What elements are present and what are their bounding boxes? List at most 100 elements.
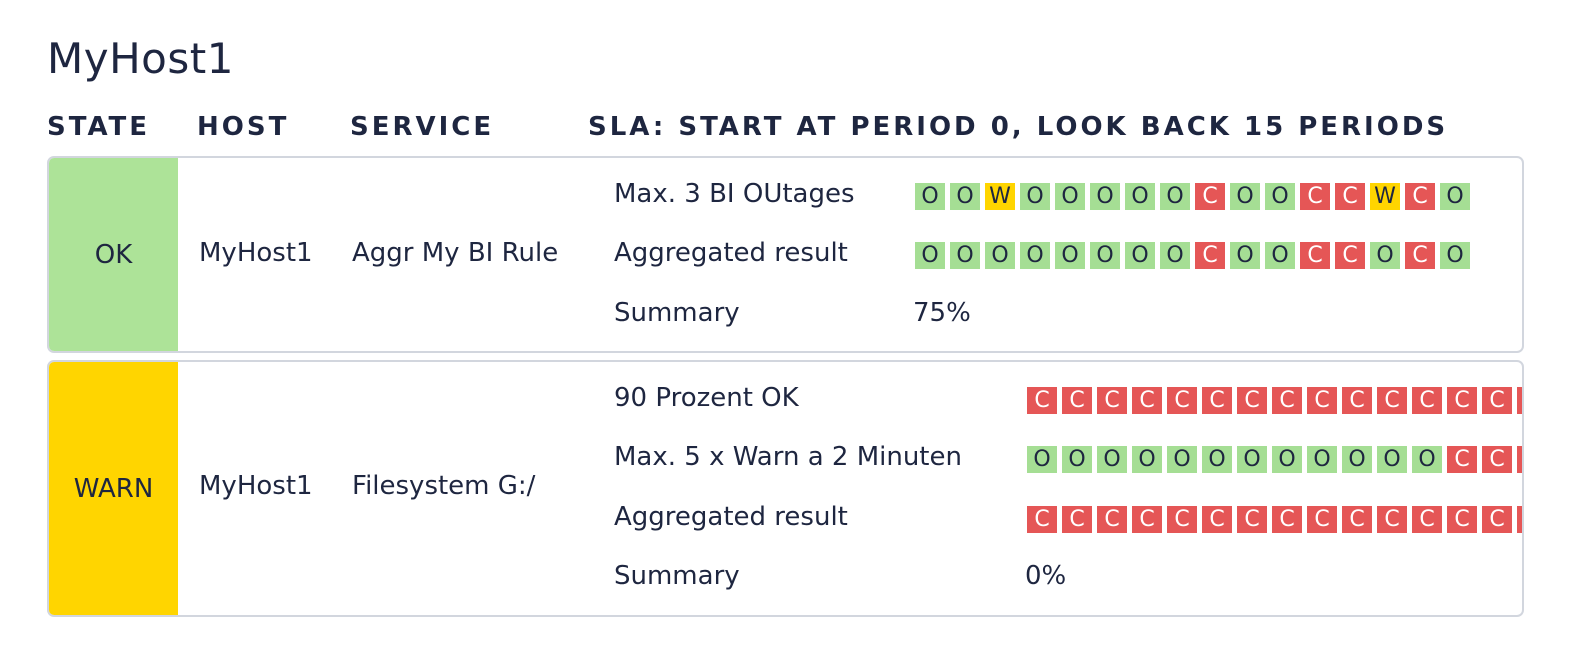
sla-period-cell: O: [1125, 242, 1155, 269]
sla-period-cell: C: [1132, 387, 1162, 414]
service-link[interactable]: Filesystem G:/: [352, 471, 536, 501]
summary-value: 0%: [1025, 561, 1067, 591]
sla-period-cell: C: [1517, 506, 1522, 533]
sla-period-cell: O: [1440, 242, 1470, 269]
sla-label: Aggregated result: [614, 502, 848, 532]
sla-period-cell: C: [1335, 183, 1365, 210]
sla-period-cell: C: [1300, 183, 1330, 210]
sla-period-bar: OOOOOOOOOOOOCCC: [1027, 446, 1522, 473]
sla-period-cell: C: [1062, 506, 1092, 533]
summary-value: 75%: [913, 298, 971, 328]
sla-period-cell: C: [1272, 387, 1302, 414]
sla-period-cell: C: [1342, 506, 1372, 533]
sla-period-cell: O: [1230, 242, 1260, 269]
sla-label: Aggregated result: [614, 238, 848, 268]
sla-label: Max. 5 x Warn a 2 Minuten: [614, 442, 962, 472]
sla-period-cell: O: [1160, 183, 1190, 210]
state-badge-ok: OK: [49, 158, 178, 351]
sla-period-cell: O: [950, 242, 980, 269]
sla-period-cell: O: [915, 183, 945, 210]
table-row: WARN MyHost1 Filesystem G:/ 90 Prozent O…: [47, 360, 1524, 617]
sla-period-cell: C: [1062, 387, 1092, 414]
sla-period-cell: O: [1370, 242, 1400, 269]
sla-period-cell: O: [1272, 446, 1302, 473]
sla-period-cell: O: [1097, 446, 1127, 473]
sla-period-cell: C: [1307, 387, 1337, 414]
service-link[interactable]: Aggr My BI Rule: [352, 238, 559, 268]
sla-period-cell: O: [1265, 183, 1295, 210]
sla-period-cell: C: [1482, 506, 1512, 533]
sla-period-cell: C: [1167, 387, 1197, 414]
sla-period-cell: C: [1482, 446, 1512, 473]
sla-period-cell: C: [1202, 506, 1232, 533]
host-link[interactable]: MyHost1: [199, 238, 313, 268]
sla-period-cell: C: [1377, 506, 1407, 533]
sla-label: Max. 3 BI OUtages: [614, 179, 855, 209]
host-link[interactable]: MyHost1: [199, 471, 313, 501]
sla-period-cell: O: [1027, 446, 1057, 473]
sla-period-cell: C: [1482, 387, 1512, 414]
sla-period-cell: C: [1027, 506, 1057, 533]
sla-period-cell: C: [1412, 387, 1442, 414]
sla-period-cell: C: [1307, 506, 1337, 533]
sla-period-cell: O: [1230, 183, 1260, 210]
sla-period-cell: O: [1090, 242, 1120, 269]
sla-period-cell: C: [1342, 387, 1372, 414]
sla-period-cell: C: [1405, 183, 1435, 210]
sla-period-cell: C: [1272, 506, 1302, 533]
sla-period-cell: O: [1020, 183, 1050, 210]
sla-period-cell: O: [1167, 446, 1197, 473]
sla-period-cell: C: [1195, 242, 1225, 269]
sla-period-cell: O: [1090, 183, 1120, 210]
summary-label: Summary: [614, 561, 740, 591]
column-header-state[interactable]: STATE: [47, 112, 151, 142]
sla-period-cell: C: [1097, 506, 1127, 533]
sla-period-bar: CCCCCCCCCCCCCCC: [1027, 506, 1522, 533]
column-header-service[interactable]: SERVICE: [350, 112, 495, 142]
column-header-host[interactable]: HOST: [197, 112, 290, 142]
sla-period-cell: C: [1447, 387, 1477, 414]
sla-period-cell: C: [1300, 242, 1330, 269]
sla-period-cell: C: [1517, 387, 1522, 414]
sla-period-cell: O: [1202, 446, 1232, 473]
sla-period-cell: C: [1405, 242, 1435, 269]
sla-period-cell: O: [985, 242, 1015, 269]
sla-period-cell: C: [1335, 242, 1365, 269]
summary-label: Summary: [614, 298, 740, 328]
sla-period-bar: CCCCCCCCCCCCCCC: [1027, 387, 1522, 414]
sla-period-cell: O: [1062, 446, 1092, 473]
sla-period-cell: O: [1132, 446, 1162, 473]
sla-period-cell: O: [915, 242, 945, 269]
sla-period-cell: C: [1447, 446, 1477, 473]
sla-period-cell: C: [1517, 446, 1522, 473]
sla-period-cell: O: [1160, 242, 1190, 269]
sla-period-cell: C: [1237, 506, 1267, 533]
sla-period-cell: O: [1055, 242, 1085, 269]
sla-label: 90 Prozent OK: [614, 383, 799, 413]
sla-period-cell: C: [1097, 387, 1127, 414]
sla-period-cell: O: [1055, 183, 1085, 210]
sla-period-cell: C: [1237, 387, 1267, 414]
sla-period-cell: C: [1132, 506, 1162, 533]
table-row: OK MyHost1 Aggr My BI Rule Max. 3 BI OUt…: [47, 156, 1524, 353]
state-badge-warn: WARN: [49, 362, 178, 615]
sla-period-cell: O: [1307, 446, 1337, 473]
sla-period-cell: C: [1447, 506, 1477, 533]
sla-period-cell: C: [1412, 506, 1442, 533]
column-header-sla: SLA: START AT PERIOD 0, LOOK BACK 15 PER…: [588, 112, 1449, 142]
sla-period-cell: O: [1125, 183, 1155, 210]
sla-period-cell: O: [1265, 242, 1295, 269]
sla-period-cell: C: [1167, 506, 1197, 533]
sla-period-cell: C: [1202, 387, 1232, 414]
sla-period-cell: O: [1440, 183, 1470, 210]
sla-period-cell: O: [1342, 446, 1372, 473]
sla-period-cell: O: [1377, 446, 1407, 473]
sla-period-cell: O: [950, 183, 980, 210]
sla-period-cell: O: [1020, 242, 1050, 269]
sla-period-cell: C: [1195, 183, 1225, 210]
sla-period-cell: O: [1412, 446, 1442, 473]
page-title: MyHost1: [47, 34, 234, 83]
sla-period-cell: W: [985, 183, 1015, 210]
